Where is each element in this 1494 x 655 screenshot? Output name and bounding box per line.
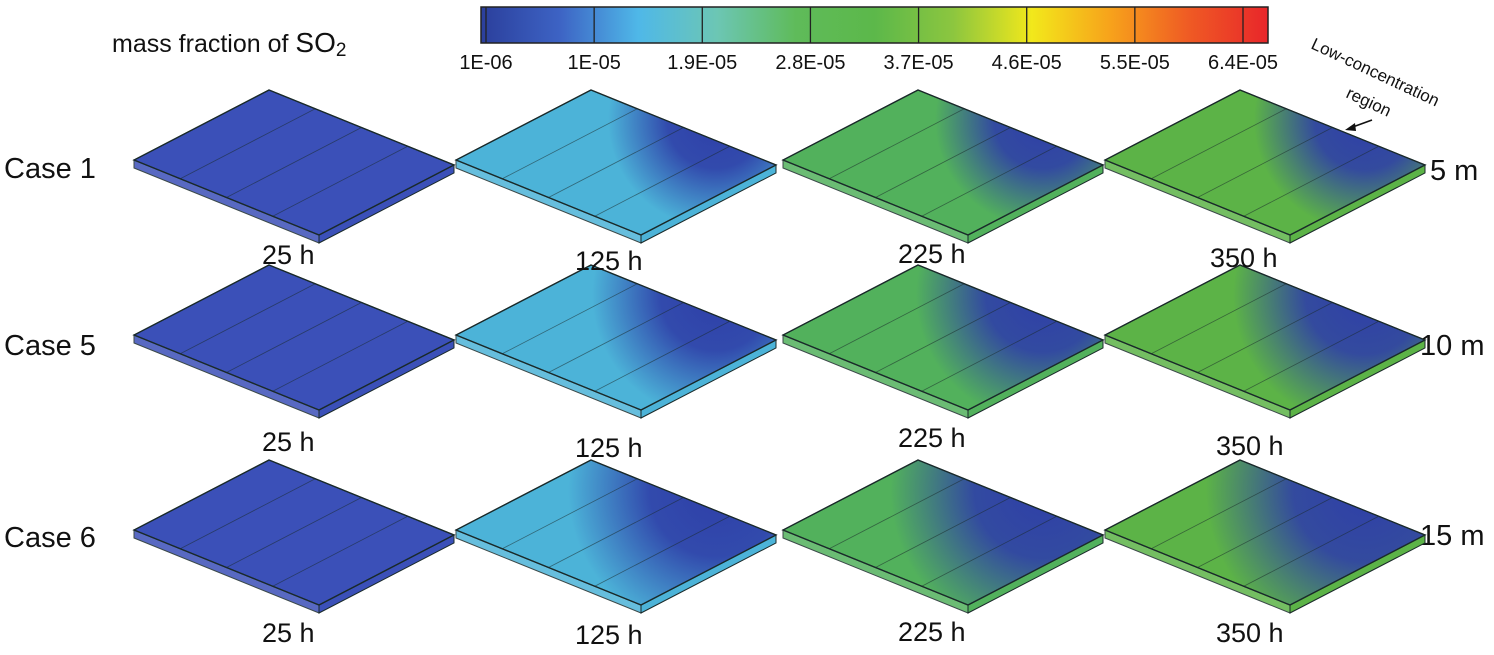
plate-channel-line [502,108,638,180]
colorbar-tick-label: 6.4E-05 [1208,52,1278,74]
plate-channel-line [875,497,1011,568]
plate-channel-line [226,497,362,568]
simulation-panel [132,89,456,244]
time-label: 350 h [1210,243,1278,273]
plate-channel-line [594,515,730,587]
simulation-panel [781,459,1105,614]
legend-title-subscript: 2 [336,40,347,61]
legend-title-formula: SO [295,27,335,58]
plate-outline [1103,459,1427,606]
plate-outline [132,89,456,236]
time-label: 25 h [262,240,315,270]
colorbar-ticks: 1E-06 1E-05 1.9E-05 2.8E-05 3.7E-05 4.6E-05 5.… [459,7,1278,74]
time-label: 25 h [262,427,315,457]
colorbar-tick-label: 3.7E-05 [884,52,954,74]
plate-channel-line [1151,108,1287,180]
panels-grid [132,89,1427,614]
plate-channel-line [548,302,684,373]
plate-channel-line [921,320,1057,392]
plate-outline [781,89,1105,236]
colorbar-tick-label: 4.6E-05 [992,52,1062,74]
depth-label-15m: 15 m [1420,520,1484,552]
depth-label-10m: 10 m [1420,330,1484,362]
colorbar-tick-label: 2.8E-05 [775,52,845,74]
plate-channel-line [875,127,1011,198]
plate-channel-line [272,320,408,392]
plate-channel-line [548,497,684,568]
plate-channel-line [1197,497,1333,568]
time-label: 125 h [575,246,643,276]
time-label: 350 h [1216,431,1284,461]
plate-channel-line [180,108,316,180]
simulation-panel [1103,264,1427,419]
plate-channel-line [1197,127,1333,198]
time-label: 225 h [898,239,966,269]
plate-outline [132,459,456,606]
simulation-panel [1103,459,1427,614]
colorbar: 1E-06 1E-05 1.9E-05 2.8E-05 3.7E-05 4.6E-05 5.… [459,6,1278,74]
simulation-panel [781,89,1105,244]
plate-channel-line [829,283,965,355]
plate-outline [1103,89,1427,236]
annotation-arrowhead [1345,123,1356,131]
plate-channel-line [921,515,1057,587]
colorbar-tick-label: 1E-06 [459,52,512,74]
plate-outline [781,264,1105,411]
time-label: 25 h [262,618,315,648]
colorbar-fill [480,6,1269,44]
plate-channel-line [829,108,965,180]
annotation-line2: region [1343,83,1394,120]
plate-channel-line [272,145,408,217]
colorbar-tick-label: 1.9E-05 [667,52,737,74]
simulation-panel [454,264,778,419]
case-label-6: Case 6 [4,522,96,554]
plate-channel-line [180,478,316,550]
plate-outline [781,459,1105,606]
plate-channel-line [1151,478,1287,550]
time-label: 125 h [575,433,643,463]
plate-channel-line [1197,302,1333,373]
legend-title-text: mass fraction of [112,30,295,58]
colorbar-tick-label: 5.5E-05 [1100,52,1170,74]
plate-channel-line [548,127,684,198]
plate-channel-line [272,515,408,587]
time-label: 125 h [575,620,643,650]
time-labels: 25 h 125 h 225 h 350 h 25 h 125 h 225 h … [262,239,1284,650]
plate-channel-line [180,283,316,355]
simulation-panel [454,459,778,614]
plate-channel-line [1243,515,1379,587]
simulation-panel [781,264,1105,419]
low-concentration-annotation: Low-concentration region [1308,34,1442,131]
plate-channel-line [829,478,965,550]
colorbar-segments [480,6,1269,44]
plate-channel-line [502,478,638,550]
plate-channel-line [594,320,730,392]
depth-label-5m: 5 m [1430,155,1478,187]
plate-outline [454,459,778,606]
legend-title: mass fraction of SO2 [112,27,346,61]
plate-channel-line [875,302,1011,373]
plate-channel-line [921,145,1057,217]
plate-channel-line [1151,283,1287,355]
plate-channel-line [1243,145,1379,217]
plate-channel-line [1243,320,1379,392]
time-label: 225 h [898,617,966,647]
colorbar-tick-label: 1E-05 [567,52,620,74]
plate-outline [1103,264,1427,411]
plate-channel-line [226,302,362,373]
plate-outline [132,264,456,411]
time-label: 225 h [898,423,966,453]
case-label-5: Case 5 [4,330,96,362]
plate-outline [454,264,778,411]
simulation-panel [454,89,778,244]
simulation-panel [132,459,456,614]
plate-channel-line [226,127,362,198]
simulation-panel [132,264,456,419]
time-label: 350 h [1216,618,1284,648]
plate-channel-line [594,145,730,217]
plate-channel-line [502,283,638,355]
plate-outline [454,89,778,236]
case-label-1: Case 1 [4,153,96,185]
